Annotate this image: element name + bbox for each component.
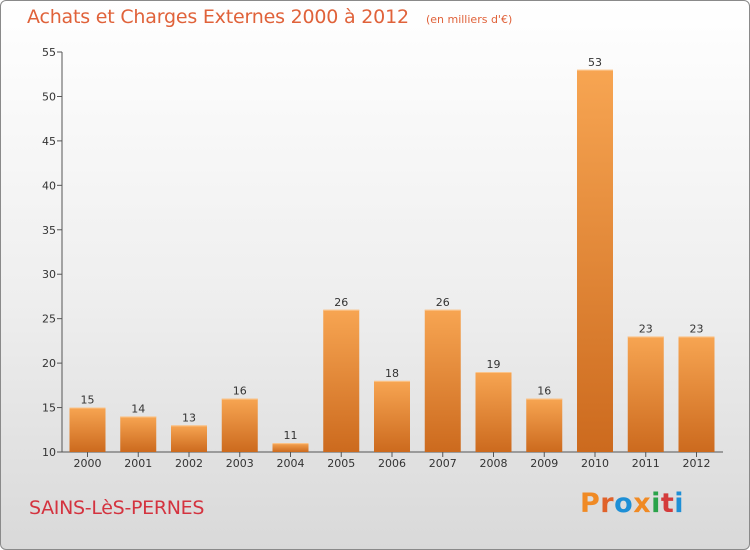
y-tick-label: 10 — [42, 446, 56, 459]
logo-letter: i — [651, 488, 661, 519]
y-tick-label: 35 — [42, 224, 56, 237]
bar-value-label: 16 — [233, 385, 247, 398]
y-tick-label: 15 — [42, 402, 56, 415]
logo-letter: o — [614, 488, 634, 519]
x-tick-label: 2011 — [632, 457, 660, 470]
bar — [678, 336, 715, 452]
bar — [627, 336, 664, 452]
y-tick-label: 55 — [42, 46, 56, 59]
x-tick-label: 2006 — [378, 457, 406, 470]
y-tick-label: 25 — [42, 313, 56, 326]
y-tick-label: 45 — [42, 135, 56, 148]
x-tick-label: 2010 — [581, 457, 609, 470]
logo-letter: t — [660, 488, 675, 519]
bar — [424, 309, 461, 452]
title-row: Achats et Charges Externes 2000 à 2012 (… — [27, 6, 512, 28]
bar-value-label: 23 — [690, 322, 704, 335]
bar — [221, 398, 258, 452]
bar — [374, 380, 410, 452]
y-tick-label: 20 — [42, 357, 56, 370]
proxiti-logo[interactable]: Proxiti — [580, 488, 684, 519]
x-tick-label: 2012 — [683, 457, 711, 470]
x-tick-label: 2002 — [175, 457, 203, 470]
chart-subtitle: (en milliers d'€) — [425, 13, 513, 26]
bar-value-label: 26 — [436, 296, 450, 309]
bar-value-label: 18 — [385, 367, 399, 380]
logo-letter: x — [633, 488, 652, 519]
bar-value-label: 19 — [487, 358, 501, 371]
bar — [120, 416, 157, 452]
y-tick-label: 40 — [42, 179, 56, 192]
chart-title: Achats et Charges Externes 2000 à 2012 — [27, 6, 409, 28]
bar — [577, 69, 613, 453]
bar — [171, 425, 207, 452]
logo-letter: P — [580, 488, 601, 519]
bar — [323, 309, 360, 452]
logo-letter: i — [674, 488, 685, 519]
x-tick-label: 2001 — [124, 457, 152, 470]
bar — [272, 443, 309, 452]
bar-value-label: 53 — [588, 56, 602, 69]
bars: 15 14 13 16 11 26 18 26 19 16 53 23 23 — [69, 56, 715, 453]
bar-value-label: 13 — [182, 411, 196, 424]
logo-letter: r — [600, 488, 615, 519]
x-tick-label: 2008 — [480, 457, 508, 470]
bar — [475, 372, 512, 452]
x-tick-label: 2009 — [530, 457, 558, 470]
bar-value-label: 23 — [639, 322, 653, 335]
x-tick-label: 2004 — [277, 457, 305, 470]
bar-value-label: 15 — [81, 394, 95, 407]
x-tick-label: 2003 — [226, 457, 254, 470]
x-tick-label: 2000 — [74, 457, 102, 470]
bar — [69, 407, 106, 452]
bar — [526, 398, 563, 452]
bar-value-label: 26 — [334, 296, 348, 309]
bar-value-label: 11 — [284, 429, 298, 442]
x-tick-label: 2005 — [327, 457, 355, 470]
y-tick-label: 50 — [42, 90, 56, 103]
x-tick-label: 2007 — [429, 457, 457, 470]
place-name: SAINS-LèS-PERNES — [29, 497, 205, 519]
y-tick-label: 30 — [42, 268, 56, 281]
bar-value-label: 16 — [537, 385, 551, 398]
bar-value-label: 14 — [131, 402, 145, 415]
